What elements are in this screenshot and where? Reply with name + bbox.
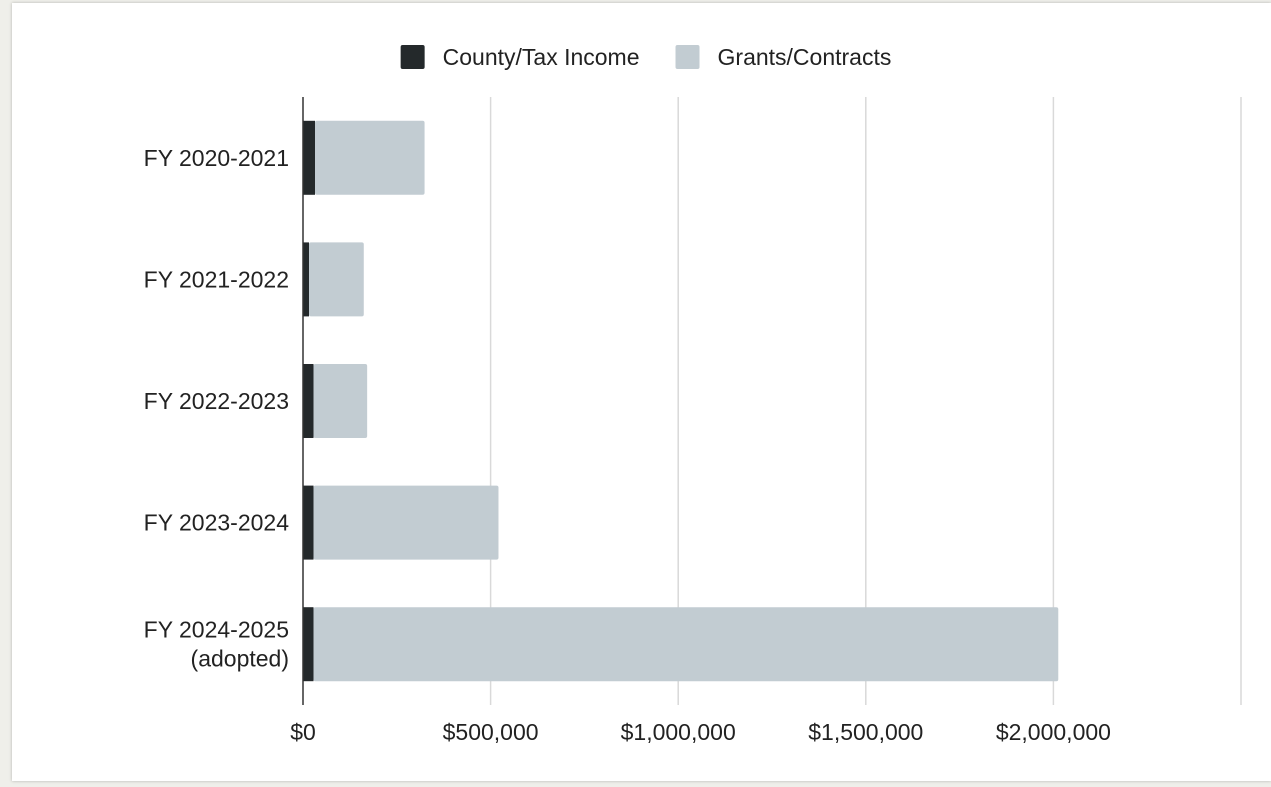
legend-swatch [400, 45, 425, 69]
x-tick-label: $0 [290, 719, 316, 745]
bar-segment [303, 485, 314, 560]
bar-segment [315, 120, 425, 195]
x-tick-label: $500,000 [443, 719, 539, 745]
category-label-line: FY 2024-2025 [144, 617, 289, 643]
bar-segment [313, 485, 499, 560]
bar-segment [303, 120, 316, 195]
legend-label: County/Tax Income [443, 44, 640, 70]
bars [303, 120, 1059, 682]
category-label-line: FY 2021-2022 [144, 266, 289, 292]
category-label: FY 2021-2022 [144, 266, 289, 292]
x-tick-label: $2,000,000 [996, 719, 1111, 745]
bar-segment [303, 242, 310, 317]
category-label: FY 2022-2023 [144, 388, 289, 414]
bar-segment [303, 364, 314, 438]
category-label-line: FY 2020-2021 [144, 145, 289, 171]
x-tick-labels: $0 $500,000 $1,000,000 $1,500,000 $2,000,000 [290, 719, 1111, 745]
legend-swatch [675, 45, 700, 69]
category-label-line: FY 2022-2023 [144, 388, 289, 414]
category-label-line: FY 2023-2024 [144, 510, 290, 536]
x-tick-label: $1,500,000 [808, 719, 923, 745]
bar-segment [313, 607, 1059, 682]
category-label: FY 2024-2025 (adopted) [144, 617, 289, 672]
category-label-line: (adopted) [191, 646, 289, 672]
bar-segment [303, 607, 314, 682]
bar-segment [309, 242, 364, 317]
legend: County/Tax Income Grants/Contracts [400, 44, 892, 70]
category-labels: FY 2020-2021 FY 2021-2022 FY 2022-2023 FY 2… [144, 145, 290, 672]
gridlines [489, 97, 1242, 705]
legend-label: Grants/Contracts [718, 44, 892, 70]
category-label: FY 2023-2024 [144, 510, 290, 536]
bar-segment [313, 364, 368, 438]
category-label: FY 2020-2021 [144, 145, 289, 171]
x-tick-label: $1,000,000 [621, 719, 736, 745]
